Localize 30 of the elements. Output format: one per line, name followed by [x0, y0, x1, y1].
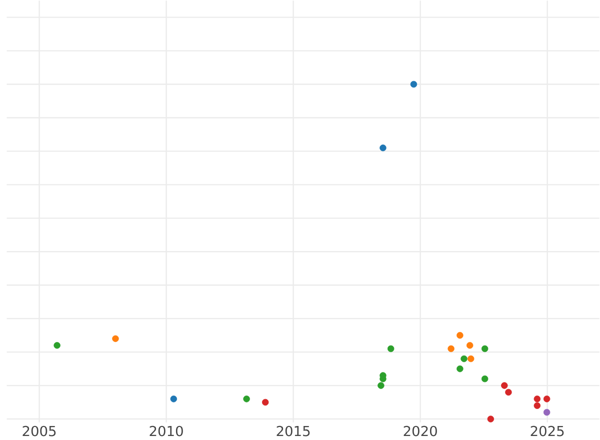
point	[487, 416, 494, 423]
point	[54, 342, 60, 349]
point	[170, 396, 178, 403]
point	[481, 376, 488, 382]
point	[456, 366, 464, 372]
point	[501, 382, 508, 390]
point	[460, 356, 468, 362]
x-tick-label: 2010	[150, 426, 183, 436]
x-tick-label: 2020	[404, 426, 437, 436]
point	[468, 356, 474, 362]
point	[466, 342, 474, 349]
point	[543, 409, 550, 416]
point	[380, 376, 386, 382]
point	[543, 396, 550, 403]
x-tick-label: 2025	[530, 426, 564, 436]
point	[534, 396, 541, 403]
point	[456, 332, 464, 339]
point	[481, 346, 488, 352]
x-tick-label: 2015	[276, 426, 310, 436]
point	[410, 81, 418, 88]
point	[262, 399, 269, 406]
point	[243, 396, 250, 403]
point	[448, 346, 454, 352]
point	[378, 382, 384, 390]
x-tick-label: 2005	[22, 426, 56, 436]
point	[380, 144, 386, 152]
point	[505, 389, 512, 396]
point	[112, 336, 119, 342]
point	[534, 402, 541, 410]
point	[387, 346, 394, 352]
